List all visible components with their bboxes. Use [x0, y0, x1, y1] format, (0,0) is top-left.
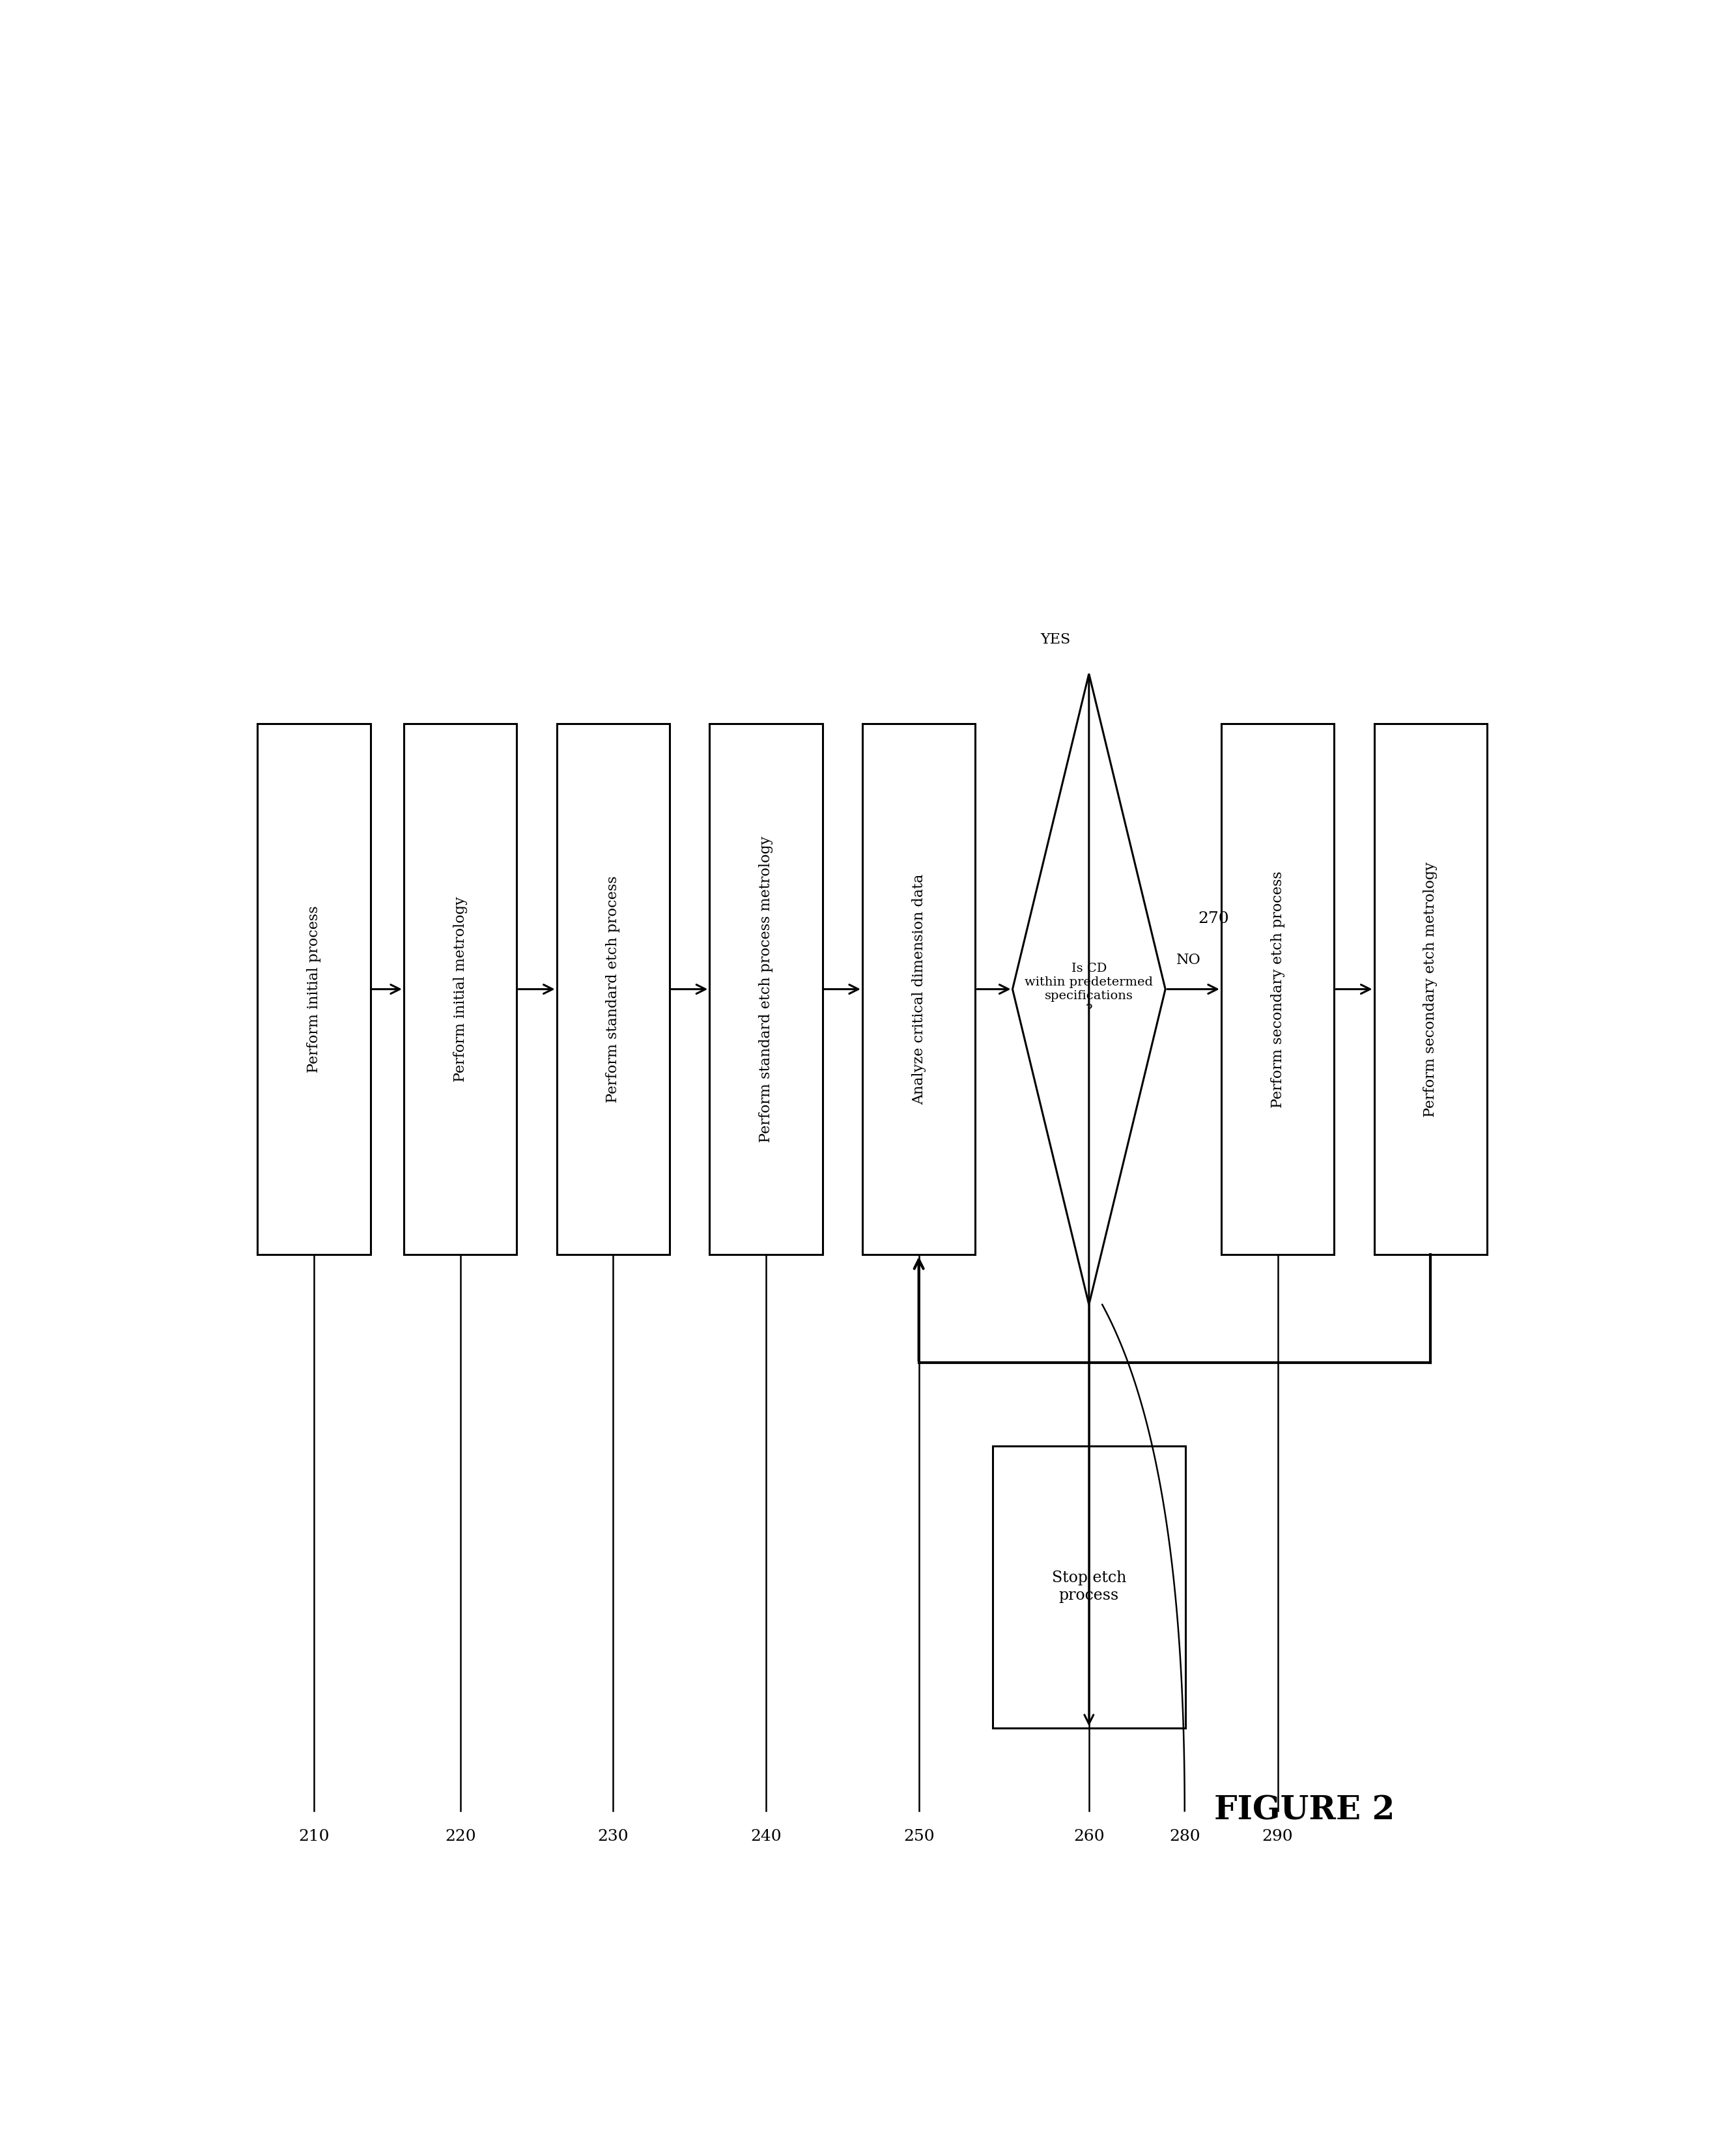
Text: 230: 230 — [597, 1828, 629, 1843]
Polygon shape — [1012, 673, 1166, 1304]
Text: Perform initial metrology: Perform initial metrology — [453, 897, 468, 1082]
Text: Is CD
within predetermed
specifications
?: Is CD within predetermed specifications … — [1026, 964, 1152, 1015]
Bar — [1374, 724, 1487, 1255]
Bar — [557, 724, 669, 1255]
Text: 270: 270 — [1197, 912, 1230, 927]
Text: Perform secondary etch metrology: Perform secondary etch metrology — [1423, 862, 1437, 1117]
Text: NO: NO — [1176, 953, 1200, 968]
Bar — [993, 1447, 1185, 1727]
Bar — [403, 724, 516, 1255]
Text: 220: 220 — [444, 1828, 475, 1843]
Text: Perform standard etch process metrology: Perform standard etch process metrology — [758, 837, 773, 1143]
Text: 250: 250 — [904, 1828, 935, 1843]
Bar — [863, 724, 976, 1255]
Text: Perform initial process: Perform initial process — [307, 906, 321, 1074]
Bar — [710, 724, 823, 1255]
Text: 210: 210 — [298, 1828, 329, 1843]
Text: 240: 240 — [751, 1828, 782, 1843]
Text: 290: 290 — [1262, 1828, 1293, 1843]
Text: FIGURE 2: FIGURE 2 — [1214, 1796, 1394, 1826]
Bar — [257, 724, 370, 1255]
Text: 280: 280 — [1170, 1828, 1200, 1843]
Text: YES: YES — [1041, 634, 1070, 647]
Text: Stop etch
process: Stop etch process — [1051, 1572, 1127, 1602]
Text: 260: 260 — [1074, 1828, 1104, 1843]
Text: Perform secondary etch process: Perform secondary etch process — [1271, 871, 1285, 1108]
Text: Analyze critical dimension data: Analyze critical dimension data — [912, 873, 926, 1104]
Bar — [1221, 724, 1334, 1255]
Text: Perform standard etch process: Perform standard etch process — [605, 875, 621, 1102]
